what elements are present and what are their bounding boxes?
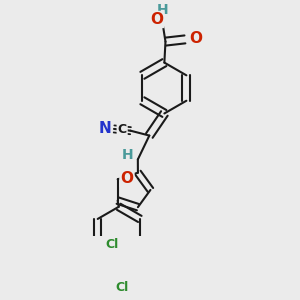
Text: O: O bbox=[150, 12, 163, 27]
Text: O: O bbox=[189, 32, 202, 46]
Text: N: N bbox=[99, 121, 112, 136]
Text: Cl: Cl bbox=[106, 238, 119, 250]
Text: C: C bbox=[118, 123, 127, 136]
Text: H: H bbox=[122, 148, 133, 163]
Text: O: O bbox=[120, 171, 134, 186]
Text: H: H bbox=[156, 3, 168, 17]
Text: Cl: Cl bbox=[116, 280, 129, 293]
